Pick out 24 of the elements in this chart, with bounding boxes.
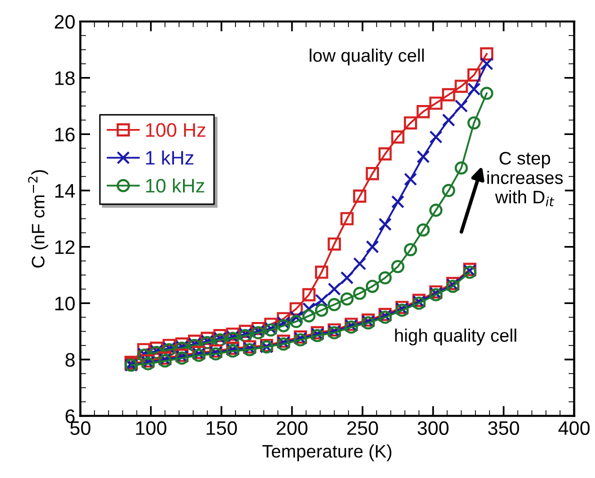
x-tick-label: 50 (70, 421, 90, 436)
y-tick-label: 6 (66, 409, 75, 424)
y-tick-label: 14 (55, 184, 75, 198)
y-tick-label: 10 (55, 296, 75, 310)
x-tick-label: 200 (276, 421, 308, 436)
annotation: low quality cell (310, 48, 424, 66)
legend-label: 1 kHz (146, 150, 194, 165)
annotation: C step increases with D$_{it}$ (487, 152, 563, 206)
x-tick-label: 350 (488, 421, 520, 436)
y-tick-label: 16 (55, 128, 75, 142)
y-tick-label: 20 (54, 14, 75, 29)
legend-label: 10 kHz (146, 178, 204, 193)
x-axis-title: Temperature (K) (262, 444, 392, 462)
y-tick-label: 18 (55, 71, 75, 86)
y-tick-label: 8 (65, 352, 75, 367)
legend-label: 100 Hz (146, 123, 206, 137)
x-tick-label: 250 (347, 421, 378, 436)
x-tick-label: 100 (136, 421, 166, 436)
y-tick-label: 12 (55, 240, 74, 254)
x-tick-label: 150 (206, 421, 237, 436)
annotation: high quality cell (395, 328, 516, 346)
x-tick-label: 300 (418, 421, 449, 436)
x-tick-label: 400 (558, 421, 590, 436)
y-axis-title: C (nF cm$^{−2}$) (28, 170, 48, 268)
